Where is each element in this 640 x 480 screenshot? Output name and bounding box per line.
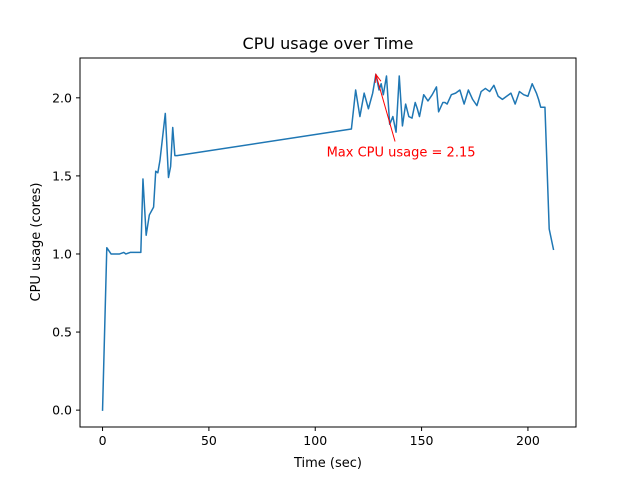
plot-area: Max CPU usage = 2.15 [101,73,555,411]
annotation-label: Max CPU usage = 2.15 [327,145,476,160]
x-axis-label: Time (sec) [293,456,362,471]
y-tick-label: 2.0 [52,90,72,105]
annotation-arrowhead [374,73,382,83]
x-tick-label: 50 [201,433,217,448]
x-tick-label: 0 [99,433,107,448]
axes: 0 50 100 150 200 0.0 0.5 1.0 1.5 2.0 [52,57,577,448]
x-tick-label: 150 [410,433,434,448]
chart-title: CPU usage over Time [243,34,414,53]
annotation-arrow [375,74,396,142]
y-tick-label: 1.5 [52,168,72,183]
axes-frame [79,57,577,428]
y-tick-label: 0.0 [52,403,72,418]
y-axis-label: CPU usage (cores) [29,183,44,302]
y-tick-label: 1.0 [52,246,72,261]
series-line-0 [101,73,555,411]
x-tick-label: 100 [303,433,327,448]
y-tick-label: 0.5 [52,325,72,340]
x-tick-label: 200 [516,433,540,448]
